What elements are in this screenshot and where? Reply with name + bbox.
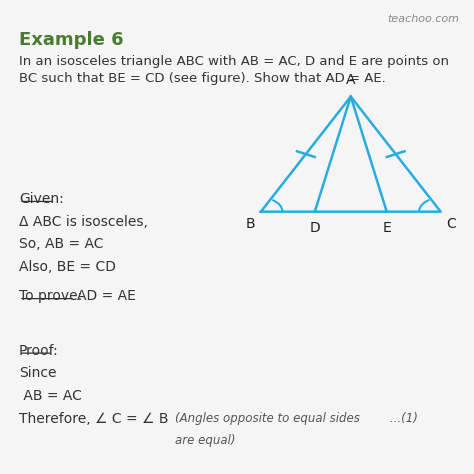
Text: To prove:: To prove:	[19, 289, 82, 303]
Text: teachoo.com: teachoo.com	[388, 14, 460, 24]
Text: Proof:: Proof:	[19, 344, 59, 358]
Text: are equal): are equal)	[175, 434, 236, 447]
Text: D: D	[310, 221, 320, 235]
Text: Therefore, ∠ C = ∠ B: Therefore, ∠ C = ∠ B	[19, 412, 168, 426]
Text: E: E	[383, 221, 391, 235]
Text: So, AB = AC: So, AB = AC	[19, 237, 103, 252]
Text: A: A	[346, 73, 356, 87]
Text: In an isosceles triangle ABC with AB = AC, D and E are points on: In an isosceles triangle ABC with AB = A…	[19, 55, 449, 67]
Text: B: B	[245, 218, 255, 231]
Text: Δ ABC is isosceles,: Δ ABC is isosceles,	[19, 215, 148, 229]
Text: Also, BE = CD: Also, BE = CD	[19, 260, 116, 274]
Text: AD = AE: AD = AE	[77, 289, 136, 303]
Text: Example 6: Example 6	[19, 31, 124, 49]
Text: C: C	[447, 218, 456, 231]
Text: (Angles opposite to equal sides        ...(1): (Angles opposite to equal sides ...(1)	[175, 412, 418, 425]
Text: Since: Since	[19, 366, 56, 381]
Text: AB = AC: AB = AC	[19, 389, 82, 403]
Text: Given:: Given:	[19, 192, 64, 206]
Text: BC such that BE = CD (see figure). Show that AD = AE.: BC such that BE = CD (see figure). Show …	[19, 72, 386, 85]
